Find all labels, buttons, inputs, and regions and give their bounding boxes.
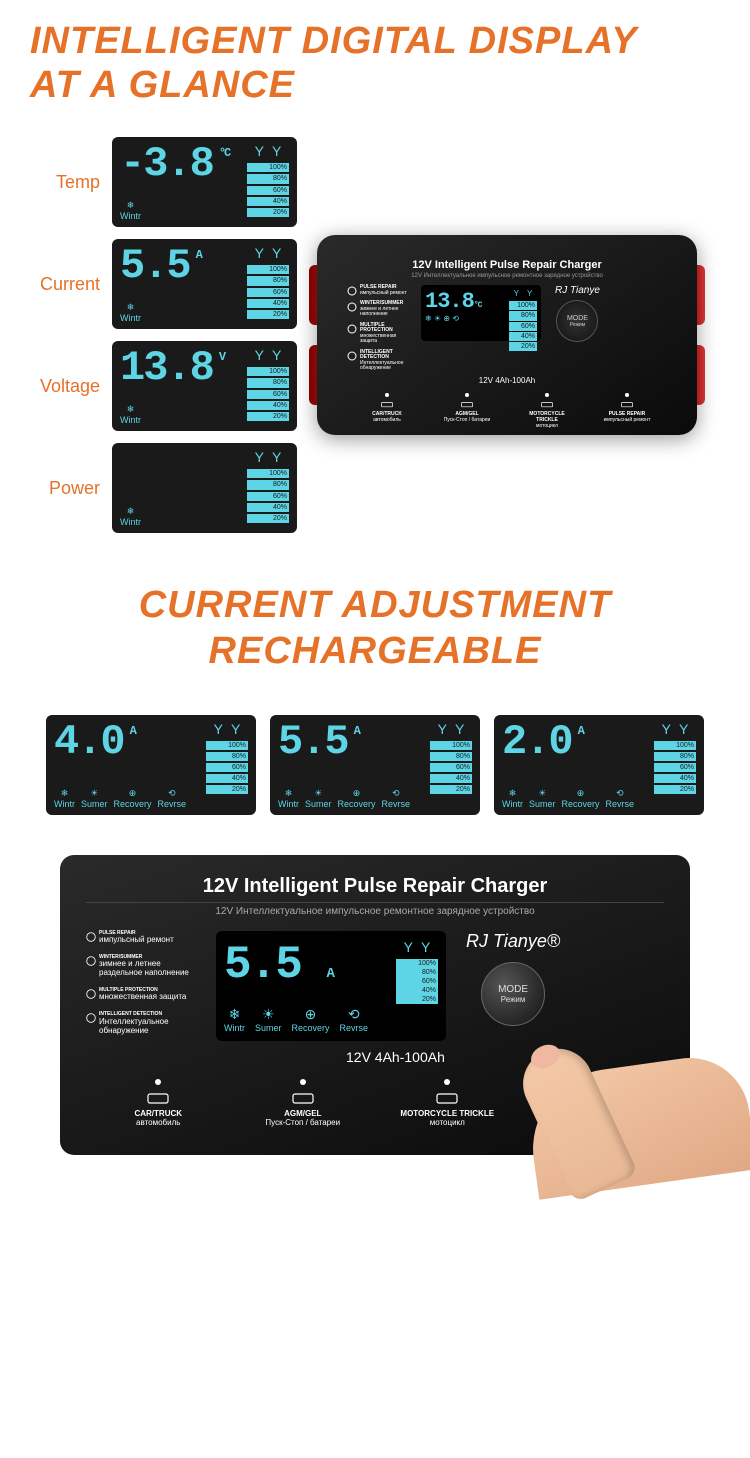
charger-subtitle: 12V Интеллектуальное импульсное ремонтно…: [347, 273, 667, 279]
mode-item: MOTORCYCLE TRICKLEмотоцикл: [522, 393, 572, 429]
section1-title: INTELLIGENT DIGITAL DISPLAYAT A GLANCE: [30, 20, 720, 107]
panel-feature: PULSE REPAIRимпульсный ремонт: [86, 931, 196, 945]
panel-title: 12V Intelligent Pulse Repair Charger: [86, 875, 664, 898]
display-label: Voltage: [30, 376, 100, 397]
lcd-display: ❄Wintr YY100%80%60%40%20%: [112, 443, 297, 533]
feature-item: WINTER/SUMMERзимнее и летнее наполнение: [347, 301, 407, 318]
panel-mode-item: AGM/GELПуск-Стоп / батареи: [253, 1079, 353, 1127]
panel-mode-button[interactable]: MODE Режим: [481, 962, 545, 1026]
panel-feature: MULTIPLE PROTECTIONмножественная защита: [86, 988, 196, 1002]
section2-title: CURRENT ADJUSTMENTRECHARGEABLE: [30, 583, 720, 674]
mode-item: PULSE REPAIRимпульсный ремонт: [602, 393, 652, 429]
mode-item: AGM/GELПуск-Стоп / батареи: [442, 393, 492, 429]
panel-feature: INTELLIGENT DETECTIONИнтеллектуальное об…: [86, 1012, 196, 1035]
feature-item: PULSE REPAIRимпульсный ремонт: [347, 285, 407, 296]
display-label: Current: [30, 274, 100, 295]
display-label: Power: [30, 478, 100, 499]
section2-displays: 4.0A ❄Wintr☀Sumer⊕Recovery⟲Revrse YY100%…: [30, 715, 720, 815]
display-label: Temp: [30, 172, 100, 193]
panel-subtitle: 12V Интеллектуальное импульсное ремонтно…: [86, 902, 664, 917]
lcd-display: -3.8°C ❄Wintr YY100%80%60%40%20%: [112, 137, 297, 227]
panel-lcd: 5.5 A ❄Wintr☀Sumer⊕Recovery⟲Revrse YY 10…: [216, 931, 446, 1041]
displays-column: Temp -3.8°C ❄Wintr YY100%80%60%40%20% Cu…: [30, 137, 297, 533]
charger-device: 12V Intelligent Pulse Repair Charger 12V…: [317, 225, 697, 445]
control-panel: 12V Intelligent Pulse Repair Charger 12V…: [60, 855, 690, 1155]
panel-mode-item: PULSE REPAIRимпульсный ремонт: [542, 1079, 642, 1127]
panel-spec: 12V 4Ah-100Ah: [346, 1049, 446, 1065]
charger-spec: 12V 4Ah-100Ah: [347, 376, 667, 385]
section1-row: Temp -3.8°C ❄Wintr YY100%80%60%40%20% Cu…: [30, 137, 720, 533]
panel-mode-item: MOTORCYCLE TRICKLEмотоцикл: [397, 1079, 497, 1127]
lcd-display: 4.0A ❄Wintr☀Sumer⊕Recovery⟲Revrse YY100%…: [46, 715, 256, 815]
mode-item: CAR/TRUCKавтомобиль: [362, 393, 412, 429]
lcd-display: 2.0A ❄Wintr☀Sumer⊕Recovery⟲Revrse YY100%…: [494, 715, 704, 815]
lcd-display: 5.5A ❄Wintr YY100%80%60%40%20%: [112, 239, 297, 329]
charger-lcd: 13.8°C ❄ ☀ ⊕ ⟲ YY100%80%60%40%20%: [421, 285, 541, 341]
brand-label: RJ Tianye: [555, 285, 600, 296]
mode-button[interactable]: MODE Режим: [556, 300, 598, 342]
panel-mode-item: CAR/TRUCKавтомобиль: [108, 1079, 208, 1127]
charger-title: 12V Intelligent Pulse Repair Charger: [347, 259, 667, 271]
lcd-display: 13.8V ❄Wintr YY100%80%60%40%20%: [112, 341, 297, 431]
lcd-display: 5.5A ❄Wintr☀Sumer⊕Recovery⟲Revrse YY100%…: [270, 715, 480, 815]
feature-item: INTELLIGENT DETECTIONИнтеллектуальное об…: [347, 350, 407, 372]
panel-brand: RJ Tianye®: [466, 931, 560, 952]
feature-item: MULTIPLE PROTECTIONмножественная защита: [347, 323, 407, 345]
panel-feature: WINTER/SUMMERзимнее и летнее раздельное …: [86, 955, 196, 978]
